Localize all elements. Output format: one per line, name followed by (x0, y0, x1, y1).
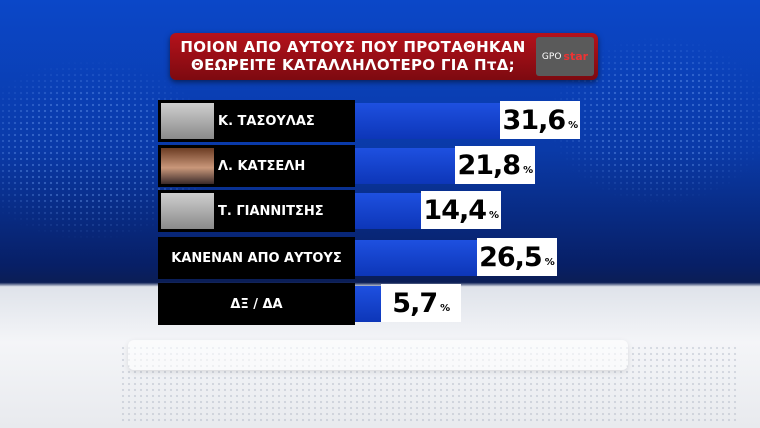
logo-gpo: GPO (541, 51, 562, 62)
percent-sign: % (523, 164, 534, 176)
percent-sign: % (489, 209, 500, 221)
value-label: 31,6% (500, 101, 581, 139)
category-label: ΔΞ / ΔΑ (158, 283, 355, 325)
stage-platform (128, 340, 628, 370)
percent-sign: % (440, 302, 451, 314)
value-label: 21,8% (455, 146, 536, 184)
category-label: Τ. ΓΙΑΝΝΙΤΣΗΣ (158, 190, 355, 232)
value-number: 21,8 (457, 149, 521, 181)
percent-sign: % (544, 256, 555, 268)
category-label-text: Κ. ΤΑΣΟΥΛΑΣ (218, 113, 315, 129)
candidate-photo (161, 103, 214, 139)
value-number: 31,6 (502, 104, 567, 136)
candidate-photo (161, 193, 214, 229)
category-label-text: ΚΑΝΕΝΑΝ ΑΠΟ ΑΥΤΟΥΣ (171, 250, 342, 266)
title-line-1: ΠΟΙΟΝ ΑΠΟ ΑΥΤΟΥΣ ΠΟΥ ΠΡΟΤΑΘΗΚΑΝ (180, 38, 526, 56)
category-label-text: Τ. ΓΙΑΝΝΙΤΣΗΣ (218, 203, 324, 219)
category-label-text: ΔΞ / ΔΑ (230, 296, 283, 312)
value-label: 14,4% (421, 191, 502, 229)
value-number: 26,5 (479, 241, 543, 273)
title-line-2: ΘΕΩΡΕΙΤΕ ΚΑΤΑΛΛΗΛΟΤΕΡΟ ΓΙΑ ΠτΔ; (191, 56, 515, 74)
candidate-photo (161, 148, 214, 184)
value-label: 5,7% (381, 284, 462, 322)
value-number: 14,4 (423, 194, 487, 226)
value-number: 5,7 (392, 287, 438, 319)
category-label: Λ. ΚΑΤΣΕΛΗ (158, 145, 355, 187)
title-banner: ΠΟΙΟΝ ΑΠΟ ΑΥΤΟΥΣ ΠΟΥ ΠΡΟΤΑΘΗΚΑΝ ΘΕΩΡΕΙΤΕ… (170, 33, 598, 80)
gpo-star-logo: GPO star (536, 37, 594, 76)
category-label: ΚΑΝΕΝΑΝ ΑΠΟ ΑΥΤΟΥΣ (158, 237, 355, 279)
percent-sign: % (568, 119, 579, 131)
category-label: Κ. ΤΑΣΟΥΛΑΣ (158, 100, 355, 142)
title-text: ΠΟΙΟΝ ΑΠΟ ΑΥΤΟΥΣ ΠΟΥ ΠΡΟΤΑΘΗΚΑΝ ΘΕΩΡΕΙΤΕ… (170, 38, 536, 74)
logo-star: star (563, 50, 589, 63)
category-label-text: Λ. ΚΑΤΣΕΛΗ (218, 158, 306, 174)
value-label: 26,5% (476, 238, 557, 276)
